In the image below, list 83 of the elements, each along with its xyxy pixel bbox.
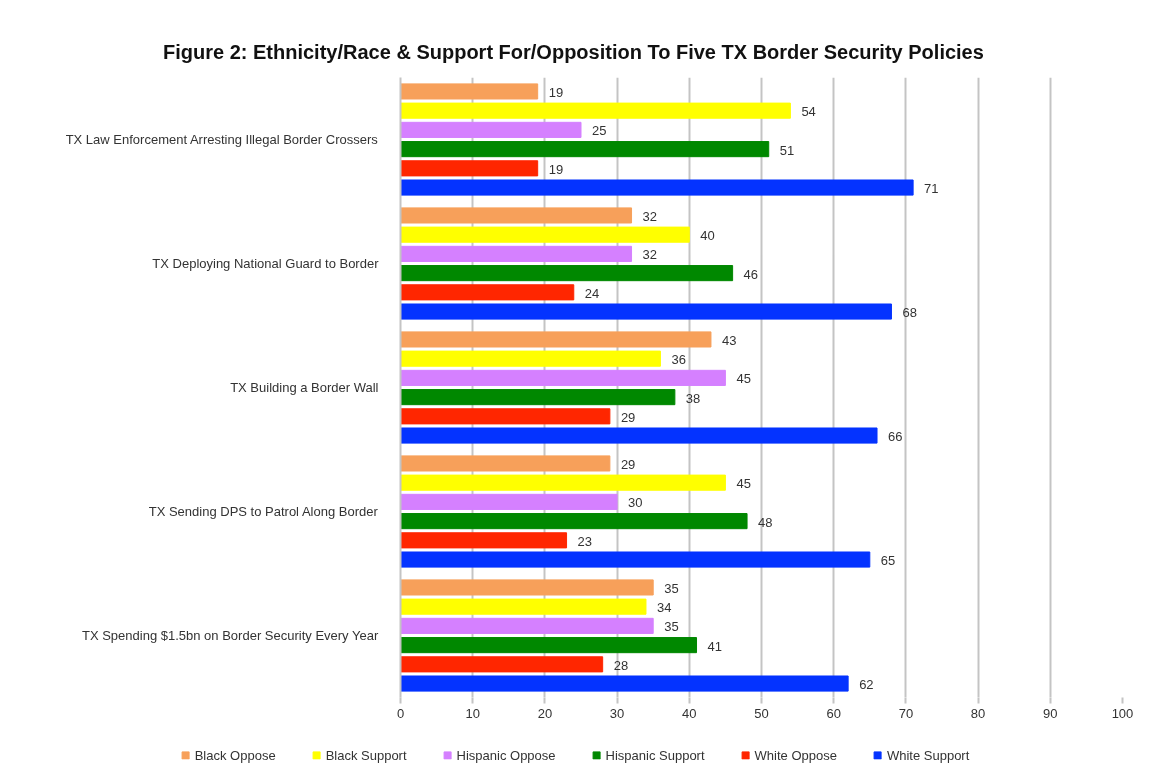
chart-title: Figure 2: Ethnicity/Race & Support For/Opposition To Five TX Border Security Policies	[163, 40, 984, 63]
data-label: 40	[700, 228, 715, 244]
data-label: 54	[801, 104, 816, 120]
x-tick-label: 70	[898, 705, 914, 721]
y-tick-label: TX Sending DPS to Patrol Along Border	[148, 504, 379, 519]
data-label: 24	[584, 285, 600, 301]
x-tick-label: 0	[396, 705, 405, 721]
bar	[400, 389, 676, 406]
bar	[400, 675, 849, 692]
bar	[400, 83, 539, 100]
bar	[400, 513, 748, 530]
data-label: 68	[902, 305, 917, 321]
bar	[400, 579, 654, 596]
legend-label: Hispanic Oppose	[456, 747, 556, 762]
bar	[400, 598, 647, 615]
data-label: 32	[642, 247, 658, 263]
data-label: 23	[577, 533, 593, 549]
data-label: 46	[743, 266, 759, 282]
data-label: 25	[592, 123, 607, 139]
bar	[400, 532, 568, 549]
x-tick-label: 30	[609, 705, 625, 721]
data-label: 28	[613, 657, 629, 673]
bar	[400, 493, 618, 510]
data-label: 36	[671, 352, 686, 368]
data-label: 66	[888, 429, 903, 445]
legend-label: Hispanic Support	[605, 747, 705, 762]
bar	[400, 121, 582, 138]
data-label: 34	[656, 600, 672, 616]
bar	[400, 408, 611, 425]
bar	[400, 350, 661, 367]
data-label: 30	[628, 495, 643, 511]
bar	[400, 141, 770, 158]
y-tick-label: TX Building a Border Wall	[230, 380, 379, 395]
data-label: 48	[758, 514, 773, 530]
data-label: 45	[736, 371, 751, 387]
bar	[400, 551, 871, 568]
bar	[400, 284, 575, 301]
data-label: 19	[548, 84, 564, 100]
bar	[400, 427, 878, 444]
data-label: 35	[664, 619, 679, 635]
data-label: 32	[642, 208, 658, 224]
data-label: 29	[620, 409, 636, 425]
bar	[400, 303, 892, 320]
data-label: 62	[859, 677, 874, 693]
bar	[400, 455, 611, 472]
data-label: 41	[707, 638, 722, 654]
bar	[400, 102, 791, 119]
data-label: 45	[736, 476, 751, 492]
x-tick-label: 40	[682, 705, 697, 721]
bar	[400, 474, 726, 491]
data-label: 65	[880, 553, 896, 569]
x-tick-label: 100	[1111, 705, 1134, 721]
legend-label: Black Support	[325, 747, 407, 762]
legend-label: White Oppose	[754, 747, 837, 762]
data-label: 51	[779, 142, 795, 158]
y-tick-label: TX Spending $1.5bn on Border Security Every Year	[81, 628, 379, 643]
data-label: 29	[620, 456, 636, 472]
legend-label: Black Oppose	[194, 747, 276, 762]
bar	[400, 207, 633, 224]
bar	[400, 179, 914, 196]
y-tick-label: TX Deploying National Guard to Border	[152, 256, 380, 271]
bar	[400, 656, 604, 673]
y-tick-label: TX Law Enforcement Arresting Illegal Border Crossers	[65, 132, 379, 147]
bar	[400, 331, 712, 348]
x-tick-label: 10	[465, 705, 480, 721]
x-tick-label: 80	[970, 705, 986, 721]
legend-label: White Support	[886, 747, 970, 762]
bar	[400, 245, 633, 262]
bar	[400, 265, 734, 282]
bar	[400, 637, 698, 654]
x-tick-label: 60	[826, 705, 841, 721]
data-label: 71	[924, 181, 939, 197]
bar	[400, 617, 654, 634]
x-tick-label: 20	[537, 705, 553, 721]
data-label: 38	[685, 390, 701, 406]
x-tick-label: 50	[754, 705, 769, 721]
bar	[400, 226, 690, 243]
data-label: 35	[664, 580, 679, 596]
x-tick-label: 90	[1043, 705, 1058, 721]
data-label: 19	[548, 161, 564, 177]
data-label: 43	[721, 332, 737, 348]
bar	[400, 369, 726, 386]
bar	[400, 160, 539, 177]
